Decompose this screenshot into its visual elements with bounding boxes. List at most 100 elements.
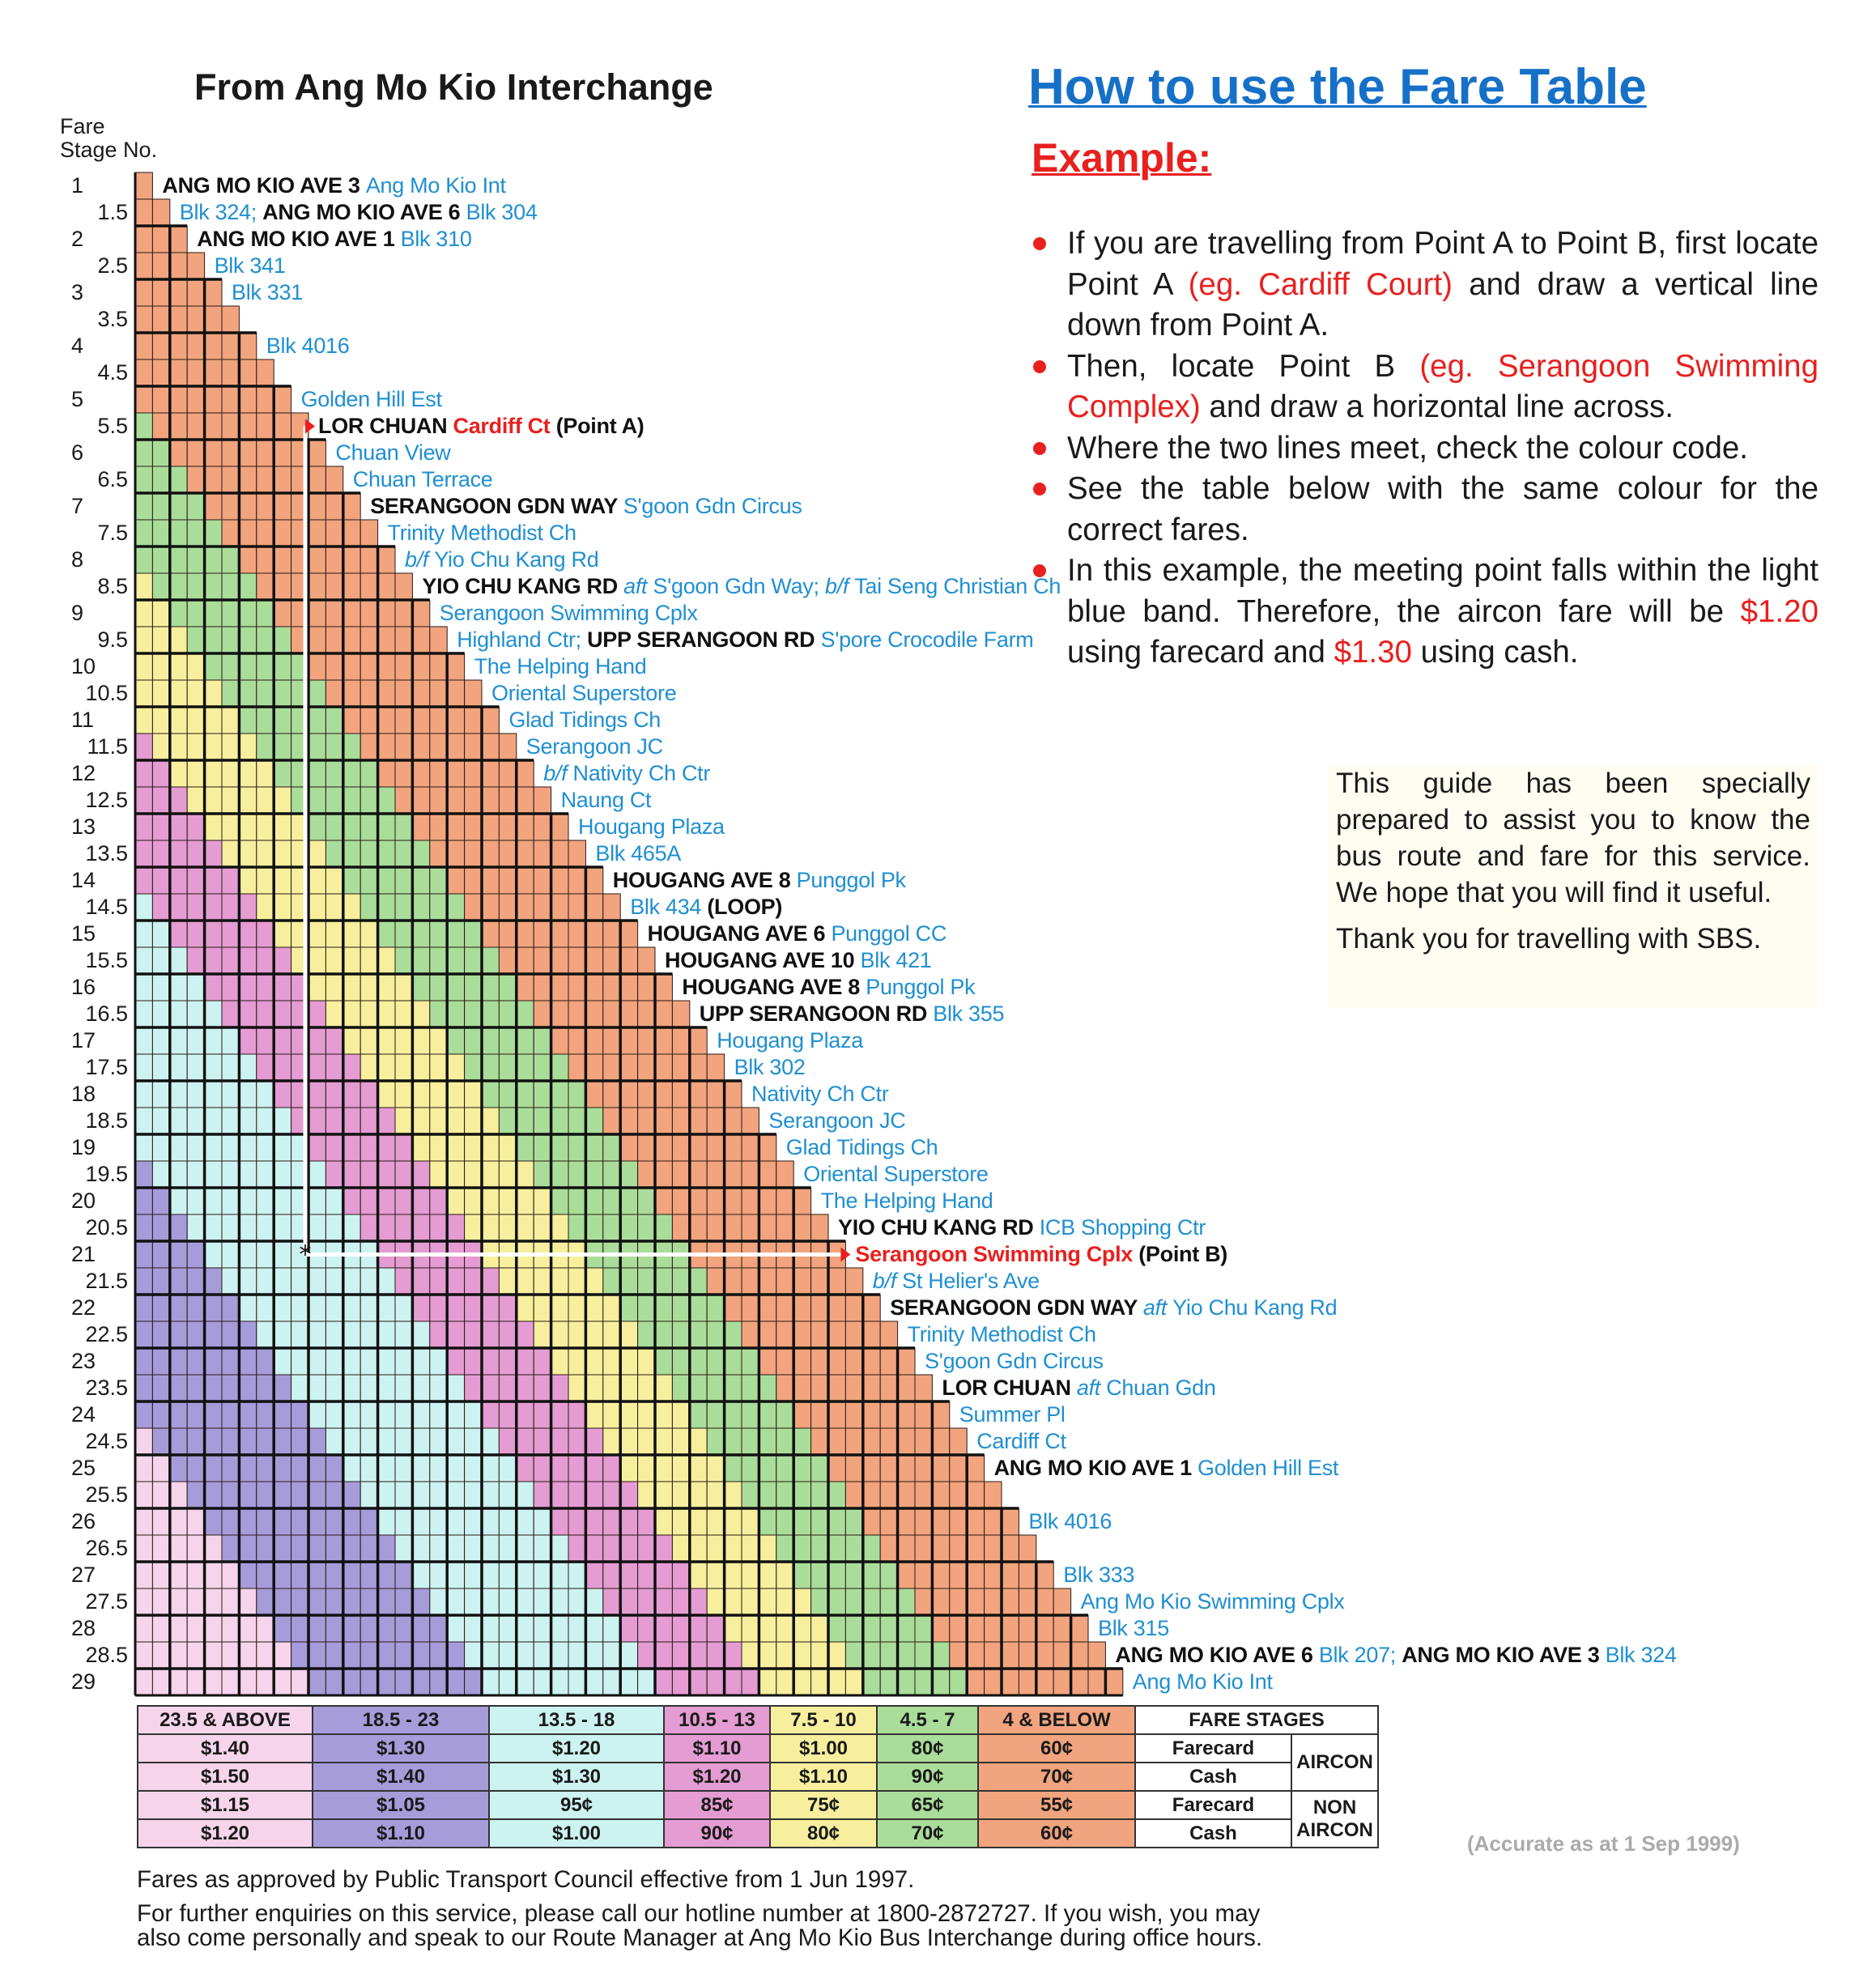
fare-cell: [238, 1561, 257, 1589]
fare-cell: [308, 1214, 326, 1242]
fare-cell: [1036, 1614, 1054, 1643]
fare-cell: [568, 866, 586, 895]
fare-value: $1.50: [137, 1762, 313, 1792]
stage-number: 9: [71, 601, 84, 625]
fare-cell: [256, 1027, 274, 1055]
stage-number: 29: [71, 1669, 96, 1694]
fare-cell: [671, 1294, 691, 1322]
fare-cell: [654, 1534, 673, 1563]
fare-cell: [984, 1614, 1002, 1643]
fare-cell: [325, 626, 344, 654]
fare-value: $1.40: [312, 1762, 490, 1792]
fare-cell: [551, 1027, 569, 1055]
stop-name-part: Oriental Superstore: [803, 1162, 989, 1186]
fare-cell: [325, 1374, 344, 1402]
fare-cell: [151, 893, 171, 921]
fare-cell: [134, 546, 153, 574]
fare-cell: [689, 1534, 708, 1563]
stop-name-part: Tai Seng Christian Ch: [854, 574, 1061, 598]
fare-cell: [446, 1508, 466, 1536]
fare-cell: [654, 1401, 673, 1429]
fare-cell: [325, 1080, 344, 1108]
fare-cell: [169, 279, 188, 307]
fare-cell: [151, 439, 171, 467]
fare-cell: [169, 385, 188, 414]
fare-cell: [654, 1053, 673, 1082]
fare-cell: [671, 1320, 691, 1349]
fare-cell: [810, 1427, 829, 1456]
stop-name-part: SERANGOON GDN WAY: [890, 1295, 1143, 1320]
fare-cell: [221, 1454, 240, 1482]
fare-cell: [897, 1508, 916, 1536]
fare-cell: [325, 706, 344, 734]
fare-cell: [758, 1347, 777, 1376]
fare-cell: [273, 1027, 292, 1055]
fare-cell: [204, 1401, 223, 1429]
fare-cell: [637, 1294, 656, 1322]
fare-cell: [810, 1588, 829, 1616]
fare-cell: [359, 706, 379, 734]
fare-cell: [291, 1347, 309, 1376]
fare-cell: [568, 1508, 586, 1536]
instructions-list: If you are travelling from Point A to Po…: [1028, 223, 1819, 674]
fare-cell: [758, 1267, 777, 1295]
how-to-title: How to use the Fare Table: [1028, 59, 1647, 115]
fare-cell: [585, 1160, 604, 1189]
fare-cell: [464, 759, 483, 788]
fare-cell: [186, 305, 206, 334]
fare-cell: [827, 1561, 846, 1589]
fare-cell: [377, 866, 396, 895]
fare-cell: [931, 1508, 951, 1536]
fare-cell: [186, 706, 206, 734]
fare-cell: [897, 1401, 916, 1429]
fare-cell: [654, 1561, 673, 1589]
fare-cell: [186, 466, 206, 494]
fare-cell: [429, 679, 448, 708]
fare-cell: [498, 786, 517, 814]
fare-cell: [256, 492, 274, 521]
fare-cell: [551, 1668, 569, 1696]
fare-cell: [186, 1214, 206, 1242]
fare-cell: [446, 1427, 466, 1456]
stop-name: Blk 4016: [266, 333, 350, 359]
fare-cell: [238, 1053, 257, 1082]
fare-cell: [273, 1588, 292, 1616]
stop-name: Oriental Superstore: [803, 1161, 989, 1188]
fare-cell: [654, 1588, 673, 1616]
fare-cell: [186, 1160, 206, 1189]
fare-cell: [342, 1107, 361, 1135]
fare-cell: [1036, 1641, 1054, 1669]
bullet-icon: [1033, 441, 1046, 455]
fare-cell: [897, 1614, 916, 1643]
fare-cell: [671, 1374, 691, 1402]
fare-cell: [984, 1588, 1002, 1616]
fare-cell: [359, 1588, 379, 1616]
fare-cell: [273, 1053, 292, 1082]
stop-name-part: Trinity Methodist Ch: [387, 521, 576, 545]
fare-cell: [151, 466, 171, 494]
fare-cell: [325, 759, 344, 788]
fare-cell: [481, 1614, 500, 1643]
fare-cell: [308, 1508, 326, 1536]
fare-cell: [464, 786, 483, 814]
fare-cell: [394, 973, 413, 1002]
stop-name-part: Serangoon Swimming Cplx: [855, 1242, 1134, 1266]
fare-cell: [984, 1481, 1002, 1509]
fare-cell: [689, 1160, 708, 1189]
fare-cell: [464, 1534, 483, 1563]
fare-cell: [533, 1641, 552, 1669]
fare-cell: [724, 1427, 742, 1456]
fare-cell: [619, 1588, 639, 1616]
fare-cell: [585, 1534, 604, 1563]
fare-cell: [671, 1107, 691, 1135]
fare-cell: [359, 1000, 379, 1028]
fare-cell: [758, 1160, 777, 1189]
fare-cell: [394, 1427, 413, 1456]
fare-cell: [671, 1214, 691, 1242]
fare-cell: [758, 1427, 777, 1456]
fare-cell: [151, 252, 171, 280]
fare-cell: [568, 1027, 586, 1055]
fare-cell: [151, 225, 171, 253]
stage-number: 5.5: [97, 414, 128, 438]
fare-cell: [308, 1080, 326, 1108]
